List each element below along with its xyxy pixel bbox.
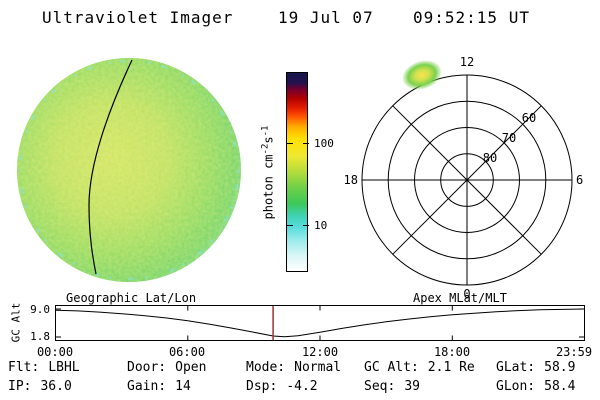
status-label: IP: <box>8 379 32 394</box>
status-glat: GLat: 58.9 <box>496 360 575 375</box>
colorbar-tick-mark <box>287 143 293 144</box>
polar-grid <box>361 74 573 286</box>
mlt-label-6: 6 <box>576 173 583 187</box>
x-tick-0000: 00:00 <box>36 345 74 359</box>
mlat-label-60: 60 <box>522 111 536 125</box>
status-value: Normal <box>294 360 342 375</box>
status-mode: Mode: Normal <box>246 360 341 375</box>
x-tick-2359: 23:59 <box>555 345 593 359</box>
status-value: 58.9 <box>544 360 576 375</box>
status-dsp: Dsp: -4.2 <box>246 379 318 394</box>
timeline-axis-ticks <box>55 305 585 341</box>
gc-alt-curve <box>55 308 585 338</box>
mlat-label-80: 80 <box>483 151 497 165</box>
unit-prefix: photon cm <box>261 154 276 220</box>
x-tick-1200: 12:00 <box>301 345 339 359</box>
disk-rim-speckle <box>18 59 240 281</box>
status-glon: GLon: 58.4 <box>496 379 575 394</box>
colorbar-tick-mark <box>287 225 293 226</box>
colorbar-tick-10: 10 <box>314 219 328 232</box>
status-value: Open <box>175 360 207 375</box>
colorbar-tick-100: 100 <box>314 137 334 150</box>
app-title: Ultraviolet Imager <box>42 8 234 27</box>
earth-disk-image <box>17 58 241 282</box>
x-tick-1800: 18:00 <box>433 345 471 359</box>
unit-mid: s <box>261 136 276 144</box>
mlt-label-12: 12 <box>460 55 474 69</box>
status-seq: Seq: 39 <box>364 379 420 394</box>
header-date: 19 Jul 07 <box>278 8 374 27</box>
timeline-y-min: 1.8 <box>30 330 50 343</box>
mlt-label-18: 18 <box>345 173 358 187</box>
timeline-plot-box <box>55 305 585 341</box>
status-label: Gain: <box>127 379 167 394</box>
status-door: Door: Open <box>127 360 206 375</box>
unit-exponent: -2 <box>260 143 271 155</box>
status-label: Mode: <box>246 360 286 375</box>
status-label: Seq: <box>364 379 396 394</box>
auroral-emission-blob <box>402 60 442 90</box>
unit-exponent: -1 <box>260 125 271 137</box>
polar-mlat-mlt-plot: 12 18 6 0 60 70 80 <box>345 55 583 301</box>
status-flt: Flt: LBHL <box>8 360 80 375</box>
status-label: Door: <box>127 360 167 375</box>
mlt-label-0: 0 <box>463 287 470 301</box>
status-value: 58.4 <box>544 379 576 394</box>
status-value: 36.0 <box>40 379 72 394</box>
colorbar-unit-label: photon cm-2s-1 <box>261 111 276 235</box>
colorbar-tick-mark <box>303 225 309 226</box>
disk-noise-layer2 <box>17 58 241 282</box>
timeline-title-left: Geographic Lat/Lon <box>66 291 197 305</box>
status-label: GLat: <box>496 360 536 375</box>
colorbar <box>286 72 308 272</box>
status-value: 2.1 Re <box>427 360 475 375</box>
status-value: LBHL <box>48 360 80 375</box>
status-gain: Gain: 14 <box>127 379 191 394</box>
status-value: 14 <box>175 379 191 394</box>
colorbar-tick-mark <box>303 143 309 144</box>
status-label: GLon: <box>496 379 536 394</box>
status-label: Dsp: <box>246 379 278 394</box>
header-time: 09:52:15 UT <box>413 8 530 27</box>
x-tick-0600: 06:00 <box>168 345 206 359</box>
timeline-y-max: 9.0 <box>30 303 50 316</box>
timeline-title-right: Apex MLat/MLT <box>413 291 507 305</box>
terminator-line <box>88 59 133 275</box>
status-gc-alt: GC Alt: 2.1 Re <box>364 360 475 375</box>
status-value: -4.2 <box>286 379 318 394</box>
gc-alt-timeline-chart <box>55 305 585 341</box>
mlat-label-70: 70 <box>502 131 516 145</box>
status-label: GC Alt: <box>364 360 419 375</box>
status-label: Flt: <box>8 360 40 375</box>
status-ip: IP: 36.0 <box>8 379 72 394</box>
status-value: 39 <box>404 379 420 394</box>
